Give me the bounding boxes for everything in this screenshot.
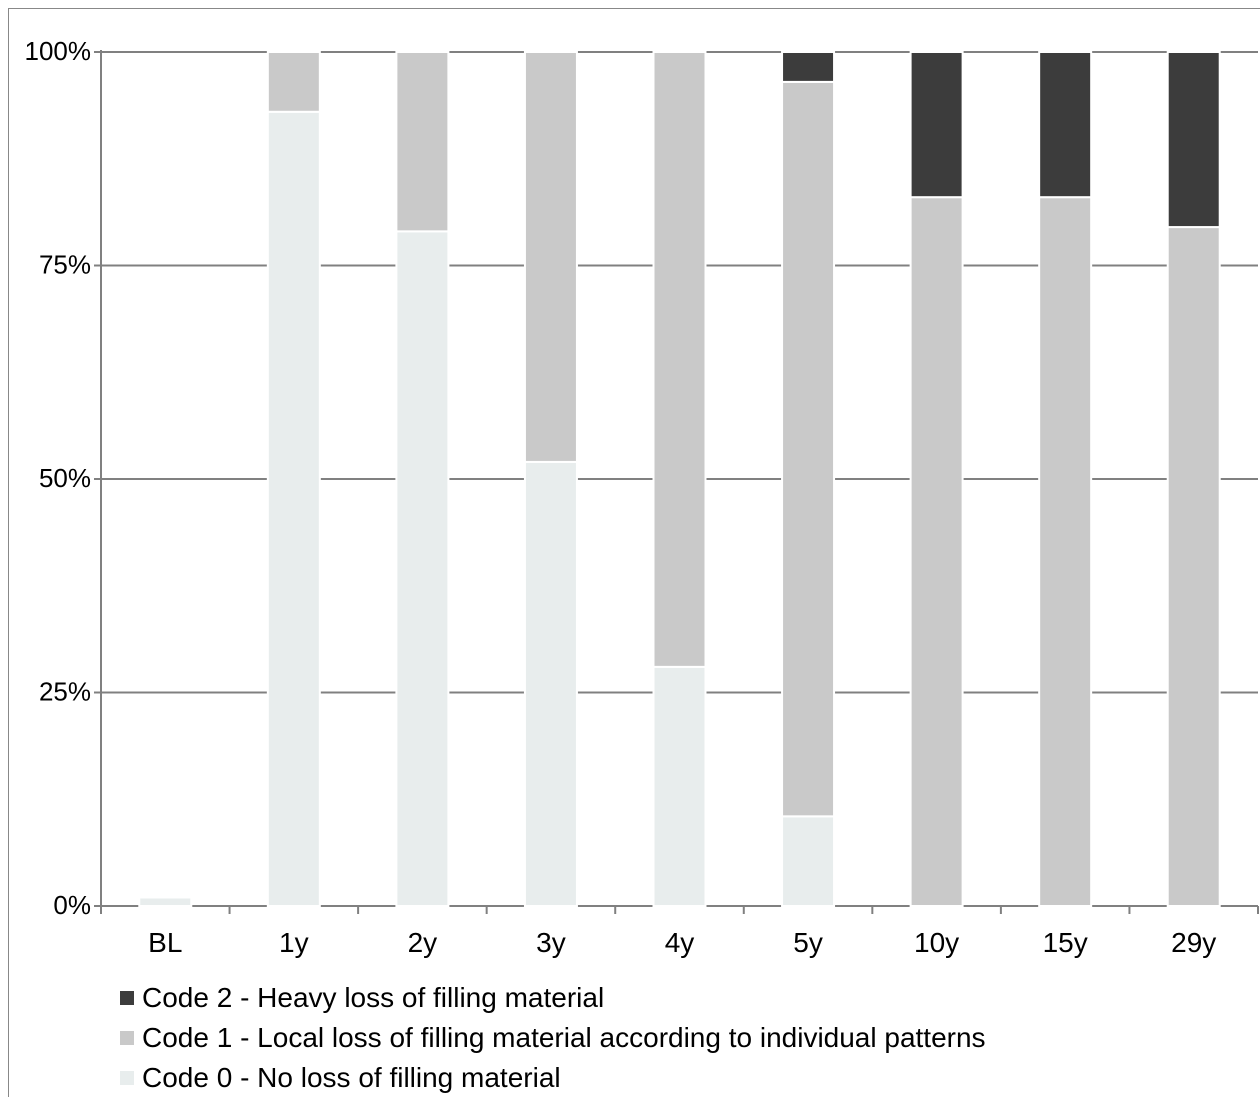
x-tick-label: 5y xyxy=(793,927,823,958)
x-tick-label: 10y xyxy=(914,927,959,958)
legend-swatch-code-2 xyxy=(120,991,134,1005)
bar-3y-series-1 xyxy=(525,52,577,462)
bar-BL-series-0 xyxy=(139,897,191,906)
bar-2y-series-0 xyxy=(396,231,448,906)
y-tick-label: 0% xyxy=(53,890,91,920)
bar-10y-series-2 xyxy=(911,52,963,197)
x-tick-label: 3y xyxy=(536,927,566,958)
legend-label-code-1: Code 1 - Local loss of filling material … xyxy=(142,1022,986,1054)
bar-5y-series-0 xyxy=(782,816,834,906)
bar-1y-series-0 xyxy=(268,112,320,906)
legend-label-code-2: Code 2 - Heavy loss of filling material xyxy=(142,982,604,1014)
y-tick-label: 25% xyxy=(39,677,91,707)
y-tick-label: 100% xyxy=(25,36,92,66)
x-tick-label: BL xyxy=(148,927,182,958)
bar-4y-series-1 xyxy=(654,52,706,667)
x-tick-label: 4y xyxy=(665,927,695,958)
legend-label-code-0: Code 0 - No loss of filling material xyxy=(142,1062,561,1094)
legend-item-code-2: Code 2 - Heavy loss of filling material xyxy=(120,978,986,1018)
legend-swatch-code-0 xyxy=(120,1071,134,1085)
x-tick-label: 29y xyxy=(1171,927,1216,958)
bar-5y-series-1 xyxy=(782,82,834,816)
bar-10y-series-1 xyxy=(911,197,963,906)
legend-item-code-0: Code 0 - No loss of filling material xyxy=(120,1058,986,1098)
legend-item-code-1: Code 1 - Local loss of filling material … xyxy=(120,1018,986,1058)
bar-4y-series-0 xyxy=(654,667,706,906)
bar-1y-series-1 xyxy=(268,52,320,112)
bar-29y-series-1 xyxy=(1168,227,1220,906)
y-tick-label: 75% xyxy=(39,250,91,280)
bar-15y-series-2 xyxy=(1039,52,1091,197)
legend: Code 2 - Heavy loss of filling material … xyxy=(120,978,986,1098)
legend-swatch-code-1 xyxy=(120,1031,134,1045)
bar-2y-series-1 xyxy=(396,52,448,231)
y-tick-label: 50% xyxy=(39,463,91,493)
x-tick-label: 15y xyxy=(1043,927,1088,958)
bar-3y-series-0 xyxy=(525,462,577,906)
bar-5y-series-2 xyxy=(782,52,834,82)
x-tick-label: 2y xyxy=(408,927,438,958)
x-tick-label: 1y xyxy=(279,927,309,958)
bar-29y-series-2 xyxy=(1168,52,1220,227)
bar-15y-series-1 xyxy=(1039,197,1091,906)
